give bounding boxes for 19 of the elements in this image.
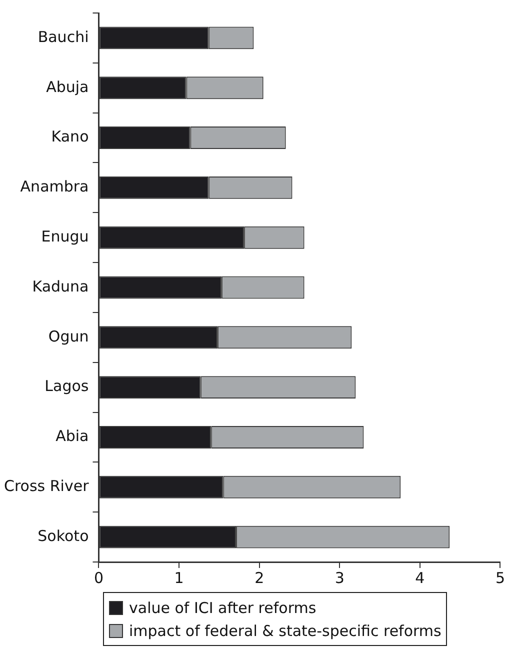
y-tick-label: Cross River: [4, 477, 90, 496]
y-tick-label: Abia: [56, 427, 89, 446]
y-tick-label: Ogun: [48, 327, 89, 346]
x-tick-label: 0: [94, 568, 104, 587]
y-tick-label: Abuja: [46, 78, 89, 96]
x-tick-label: 2: [254, 568, 264, 587]
y-tick-label: Lagos: [44, 377, 89, 396]
x-tick-label: 3: [334, 568, 344, 587]
y-tick-label: Kano: [51, 128, 89, 146]
legend-label: value of ICI after reforms: [129, 598, 316, 616]
legend-label: impact of federal & state-specific reforms: [129, 622, 442, 640]
x-tick-label: 4: [415, 568, 425, 587]
y-tick-label: Kaduna: [32, 277, 89, 296]
x-tick-label: 5: [495, 568, 505, 587]
y-tick-label: Anambra: [20, 178, 89, 196]
x-tick-label: 1: [174, 568, 184, 587]
y-tick-label: Enugu: [41, 227, 89, 246]
y-tick-label: Bauchi: [38, 28, 89, 46]
y-tick-label: Sokoto: [38, 526, 89, 545]
